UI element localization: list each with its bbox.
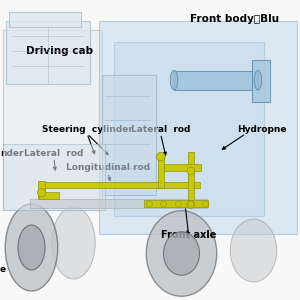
Ellipse shape [146,201,152,207]
Text: Longitudinal rod: Longitudinal rod [66,164,150,172]
Text: Hydropne: Hydropne [237,124,286,134]
Text: Lateral  rod: Lateral rod [24,148,84,158]
FancyBboxPatch shape [6,21,90,84]
Ellipse shape [188,201,194,207]
Text: Front axle: Front axle [161,230,217,239]
Text: e: e [0,266,6,274]
Ellipse shape [146,211,217,296]
FancyBboxPatch shape [39,192,59,199]
Ellipse shape [38,188,46,197]
Ellipse shape [187,167,195,175]
Ellipse shape [18,225,45,270]
Ellipse shape [160,201,166,207]
Text: Lateral  rod: Lateral rod [131,124,190,134]
Ellipse shape [164,232,200,275]
FancyBboxPatch shape [164,164,201,171]
Ellipse shape [5,204,58,291]
Text: Front body（Blu: Front body（Blu [190,14,280,23]
FancyBboxPatch shape [9,12,81,27]
Text: Steering  cylinder: Steering cylinder [42,124,132,134]
FancyBboxPatch shape [252,60,270,102]
FancyBboxPatch shape [114,42,264,216]
FancyBboxPatch shape [3,30,102,210]
Text: Driving cab: Driving cab [26,46,94,56]
Ellipse shape [230,219,277,282]
FancyBboxPatch shape [102,75,156,195]
FancyBboxPatch shape [30,199,207,208]
FancyBboxPatch shape [174,70,258,90]
Ellipse shape [156,152,165,161]
Text: nder: nder [0,148,23,158]
Ellipse shape [187,201,195,208]
Ellipse shape [176,201,182,207]
Ellipse shape [254,70,262,90]
FancyBboxPatch shape [39,182,200,188]
FancyBboxPatch shape [99,21,297,234]
FancyBboxPatch shape [188,152,194,205]
FancyBboxPatch shape [144,200,208,207]
FancyBboxPatch shape [3,144,105,210]
Ellipse shape [52,207,95,279]
Ellipse shape [202,201,208,207]
Ellipse shape [170,70,178,90]
FancyBboxPatch shape [158,157,164,188]
FancyBboxPatch shape [38,181,45,199]
